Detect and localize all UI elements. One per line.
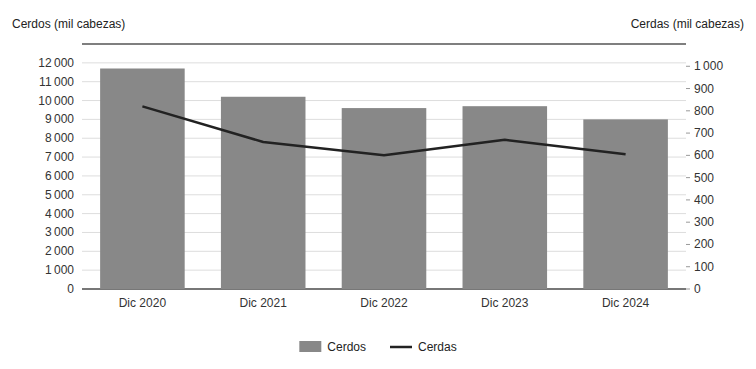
y2-tick-label: 500: [694, 171, 714, 185]
y2-tick-label: 900: [694, 82, 714, 96]
y2-tick-label: 100: [694, 260, 714, 274]
grid-line: [82, 62, 686, 63]
legend-item: Cerdos: [299, 340, 366, 354]
y-tick-label: 6 000: [45, 169, 74, 183]
y2-tick-mark: [686, 266, 690, 267]
x-tick-label: Dic 2020: [119, 296, 167, 310]
y2-tick-mark: [686, 88, 690, 89]
y2-tick-mark: [686, 110, 690, 111]
y-tick-label: 3 000: [45, 225, 74, 239]
y2-axis-label: Cerdas (mil cabezas): [631, 17, 744, 31]
grid: [82, 63, 686, 289]
y-tick-label: 12 000: [38, 56, 74, 70]
legend-item: Cerdas: [390, 340, 457, 354]
y-tick-label: 11 000: [39, 75, 74, 89]
y2-tick-mark: [686, 66, 690, 67]
bar: [583, 119, 668, 289]
y2-tick-label: 400: [694, 193, 714, 207]
y2-tick-mark: [686, 199, 690, 200]
background: [0, 0, 756, 369]
legend: Cerdos Cerdas: [299, 340, 456, 354]
legend-swatch: [390, 346, 412, 349]
x-tick-label: Dic 2021: [240, 296, 288, 310]
bar: [342, 108, 427, 289]
x-tick-label: Dic 2024: [602, 296, 650, 310]
y2-tick-mark: [686, 222, 690, 223]
bar: [100, 69, 185, 290]
y-tick-label: 9 000: [45, 112, 74, 126]
legend-swatch: [299, 341, 321, 352]
x-tick-label: Dic 2022: [360, 296, 408, 310]
y2-tick-label: 1 000: [694, 59, 723, 73]
y-tick-label: 2 000: [45, 244, 74, 258]
y-axis-label: Cerdos (mil cabezas): [12, 17, 125, 31]
y2-tick-mark: [686, 244, 690, 245]
line: [142, 106, 625, 155]
bar: [221, 97, 306, 289]
axes: 0 1 000 2 000 3 000 4 000 5 000 6 000 7 000 8 00…: [38, 44, 723, 310]
y2-tick-label: 300: [694, 215, 714, 229]
bar: [463, 106, 548, 289]
y-tick-label: 4 000: [45, 207, 74, 221]
x-tick-label: Dic 2023: [481, 296, 529, 310]
y-tick-label: 7 000: [45, 150, 74, 164]
y2-tick-mark: [686, 133, 690, 134]
y2-tick-label: 0: [694, 282, 701, 296]
y2-tick-label: 700: [694, 126, 714, 140]
y2-tick-mark: [686, 289, 690, 290]
legend-label: Cerdos: [327, 340, 366, 354]
y2-tick-mark: [686, 155, 690, 156]
y-tick-label: 5 000: [45, 188, 74, 202]
legend-label: Cerdas: [418, 340, 457, 354]
y-tick-label: 8 000: [45, 131, 74, 145]
y-tick-label: 0: [67, 282, 74, 296]
y2-tick-mark: [686, 177, 690, 178]
plot-marks: [100, 69, 668, 290]
chart: 0 1 000 2 000 3 000 4 000 5 000 6 000 7 000 8 00…: [0, 0, 756, 369]
y-tick-label: 1 000: [45, 263, 74, 277]
y2-tick-label: 200: [694, 237, 714, 251]
y2-tick-label: 600: [694, 148, 714, 162]
y2-tick-label: 800: [694, 104, 714, 118]
axis-top: [82, 43, 686, 44]
y-tick-label: 10 000: [38, 94, 74, 108]
